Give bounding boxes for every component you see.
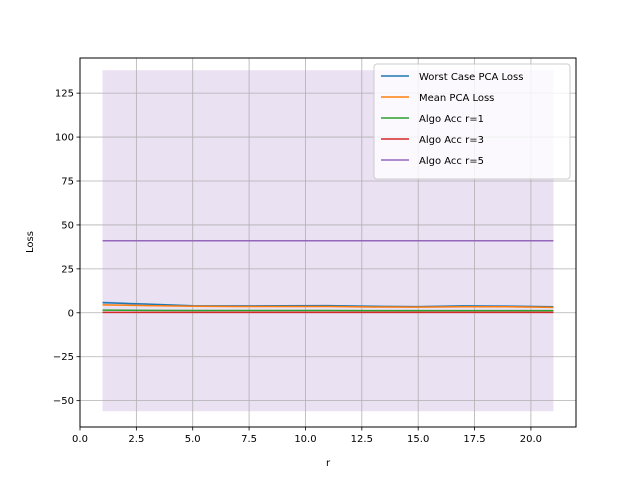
y-axis-label: Loss [25,231,36,253]
legend-label-worst-case-pca-loss: Worst Case PCA Loss [419,72,523,83]
y-tick-label: −50 [53,396,74,407]
x-tick-label: 5.0 [185,434,201,445]
y-tick-label: 125 [55,89,74,100]
x-axis-ticks: 0.0 2.5 5.0 7.5 10.0 12.5 15.0 17.5 20.0 [72,427,542,445]
legend-label-algo-acc-r-3: Algo Acc r=3 [419,135,484,146]
series-line-mean-pca-loss [102,304,554,309]
y-tick-label: 75 [61,177,74,188]
x-tick-label: 12.5 [351,434,373,445]
plot-frame [79,57,577,428]
x-tick-label: 7.5 [241,434,257,445]
y-tick-label: 25 [61,264,74,275]
grid-lines [79,58,576,427]
series-lines [102,239,554,314]
series-line-algo-acc-r-1 [102,309,554,312]
legend-label-algo-acc-r-1: Algo Acc r=1 [419,114,484,125]
y-tick-label: −25 [53,352,74,363]
x-tick-label: 10.0 [294,434,316,445]
x-tick-label: 15.0 [407,434,429,445]
legend-box [373,63,571,180]
y-tick-label: 0 [68,308,74,319]
y-tick-label: 50 [61,220,74,231]
x-tick-label: 2.5 [128,434,144,445]
series-line-worst-case-pca-loss [102,301,554,308]
legend-label-algo-acc-r-5: Algo Acc r=5 [419,156,484,167]
x-axis-label: r [326,458,331,469]
legend-label-mean-pca-loss: Mean PCA Loss [419,93,494,104]
x-tick-label: 0.0 [72,434,88,445]
y-axis-ticks: −50 −25 0 25 50 75 100 125 [53,89,80,407]
x-tick-label: 17.5 [463,434,485,445]
y-tick-label: 100 [55,133,74,144]
x-tick-label: 20.0 [520,434,542,445]
legend: Worst Case PCA Loss Mean PCA Loss Algo Acc… [373,63,571,180]
